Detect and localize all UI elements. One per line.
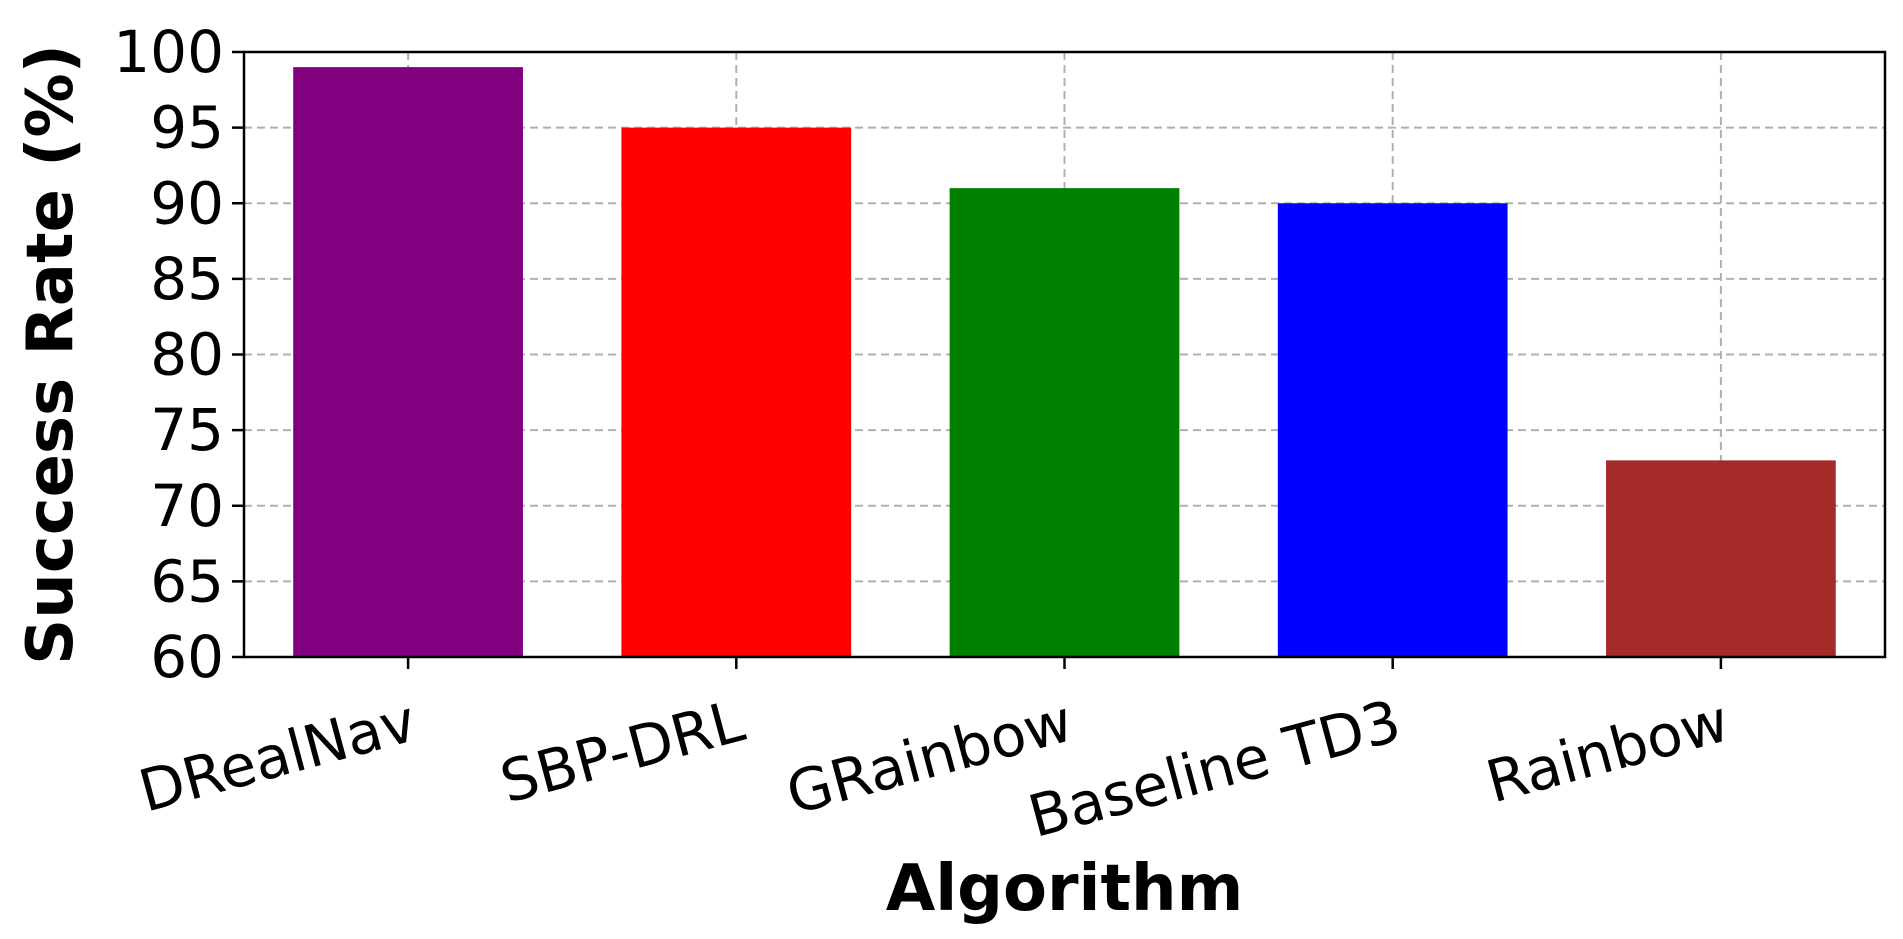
y-tick-label: 100 — [113, 18, 224, 86]
x-tick-label: Rainbow — [1479, 687, 1735, 817]
y-tick-label: 95 — [150, 94, 224, 162]
y-tick-label: 85 — [150, 245, 224, 313]
bars — [293, 67, 1836, 657]
bar-grainbow — [949, 188, 1180, 657]
bar-baseline-td3 — [1277, 203, 1508, 657]
y-tick-label: 80 — [150, 321, 224, 389]
x-tick-label: SBP-DRL — [493, 687, 751, 817]
y-axis-ticks: 60 65 70 75 80 85 90 95 100 — [113, 18, 244, 691]
y-tick-label: 70 — [150, 472, 224, 540]
y-axis-title: Success Rate (%) — [14, 44, 88, 665]
bar-drealnav — [293, 67, 523, 657]
x-axis-title: Algorithm — [886, 852, 1244, 926]
bar-rainbow — [1606, 460, 1836, 657]
bar-sbp-drl — [621, 127, 852, 657]
y-tick-label: 65 — [150, 547, 224, 615]
y-tick-label: 60 — [150, 623, 224, 691]
y-tick-label: 75 — [150, 396, 224, 464]
x-tick-label: DRealNav — [132, 687, 423, 826]
y-tick-label: 90 — [150, 169, 224, 237]
x-tick-label: Baseline TD3 — [1022, 687, 1408, 851]
